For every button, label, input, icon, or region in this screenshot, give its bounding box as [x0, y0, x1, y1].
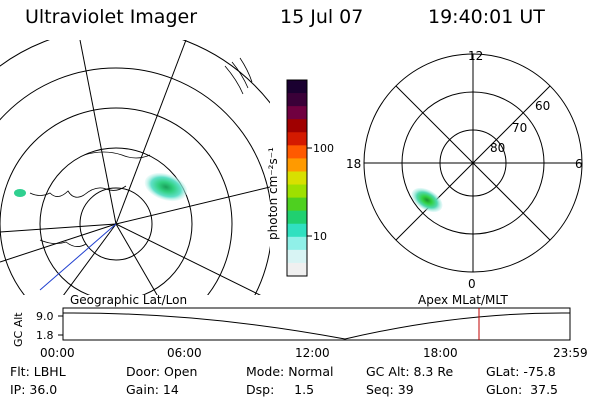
- ip-label: IP: 36.0: [10, 382, 58, 397]
- door-label: Door: Open: [126, 364, 198, 379]
- mode-label: Mode: Normal: [246, 364, 334, 379]
- aurora-blob-magnetic: [411, 187, 443, 213]
- xtick-1200: 12:00: [295, 346, 330, 360]
- colorbar-band: [287, 197, 307, 212]
- colorbar-band: [287, 119, 307, 133]
- instrument-title: Ultraviolet Imager: [25, 6, 198, 28]
- glat-label: GLat: -75.8: [486, 364, 556, 379]
- colorbar-band: [287, 93, 307, 107]
- xtick-2359: 23:59: [553, 346, 588, 360]
- lat-60-label: 60: [535, 99, 550, 113]
- mlt-18-label: 18: [346, 157, 361, 171]
- lat-80-label: 80: [490, 141, 505, 155]
- colorbar-band: [287, 145, 307, 159]
- seq-label: Seq: 39: [366, 382, 414, 397]
- colorbar-band: [287, 262, 307, 277]
- colorbar-tick-100: 100: [313, 142, 334, 155]
- mlt-6-label: 6: [575, 157, 583, 171]
- colorbar-tick-10: 10: [313, 230, 327, 243]
- colorbar-unit-label: photon cm⁻²s⁻¹: [266, 147, 280, 240]
- aurora-blob-geographic: [144, 172, 188, 202]
- mlt-12-label: 12: [468, 49, 483, 63]
- apex-caption: Apex MLat/MLT: [418, 293, 508, 307]
- altitude-ylabel: GC Alt: [12, 312, 25, 347]
- colorbar-band: [287, 249, 307, 264]
- gc-alt-label: GC Alt: 8.3 Re: [366, 364, 454, 379]
- dsp-label: Dsp: 1.5: [246, 382, 315, 397]
- gain-label: Gain: 14: [126, 382, 179, 397]
- colorbar-band: [287, 106, 307, 120]
- xtick-0600: 06:00: [167, 346, 202, 360]
- colorbar-band: [287, 236, 307, 251]
- time-label: 19:40:01 UT: [428, 6, 545, 28]
- xtick-1800: 18:00: [423, 346, 458, 360]
- colorbar-band: [287, 80, 307, 94]
- colorbar-band: [287, 132, 307, 146]
- date-label: 15 Jul 07: [280, 6, 364, 28]
- colorbar-band: [287, 171, 307, 186]
- colorbar-band: [287, 158, 307, 172]
- colorbar-band: [287, 184, 307, 199]
- glon-label: GLon: 37.5: [486, 382, 558, 397]
- geographic-caption: Geographic Lat/Lon: [70, 293, 188, 307]
- mlt-0-label: 0: [468, 277, 476, 291]
- lat-70-label: 70: [512, 121, 527, 135]
- colorbar-band: [287, 210, 307, 225]
- colorbar-band: [287, 223, 307, 238]
- xtick-0000: 00:00: [40, 346, 75, 360]
- ytick-1-8: 1.8: [36, 329, 54, 342]
- ytick-9: 9.0: [36, 310, 54, 323]
- filter-label: Flt: LBHL: [10, 364, 66, 379]
